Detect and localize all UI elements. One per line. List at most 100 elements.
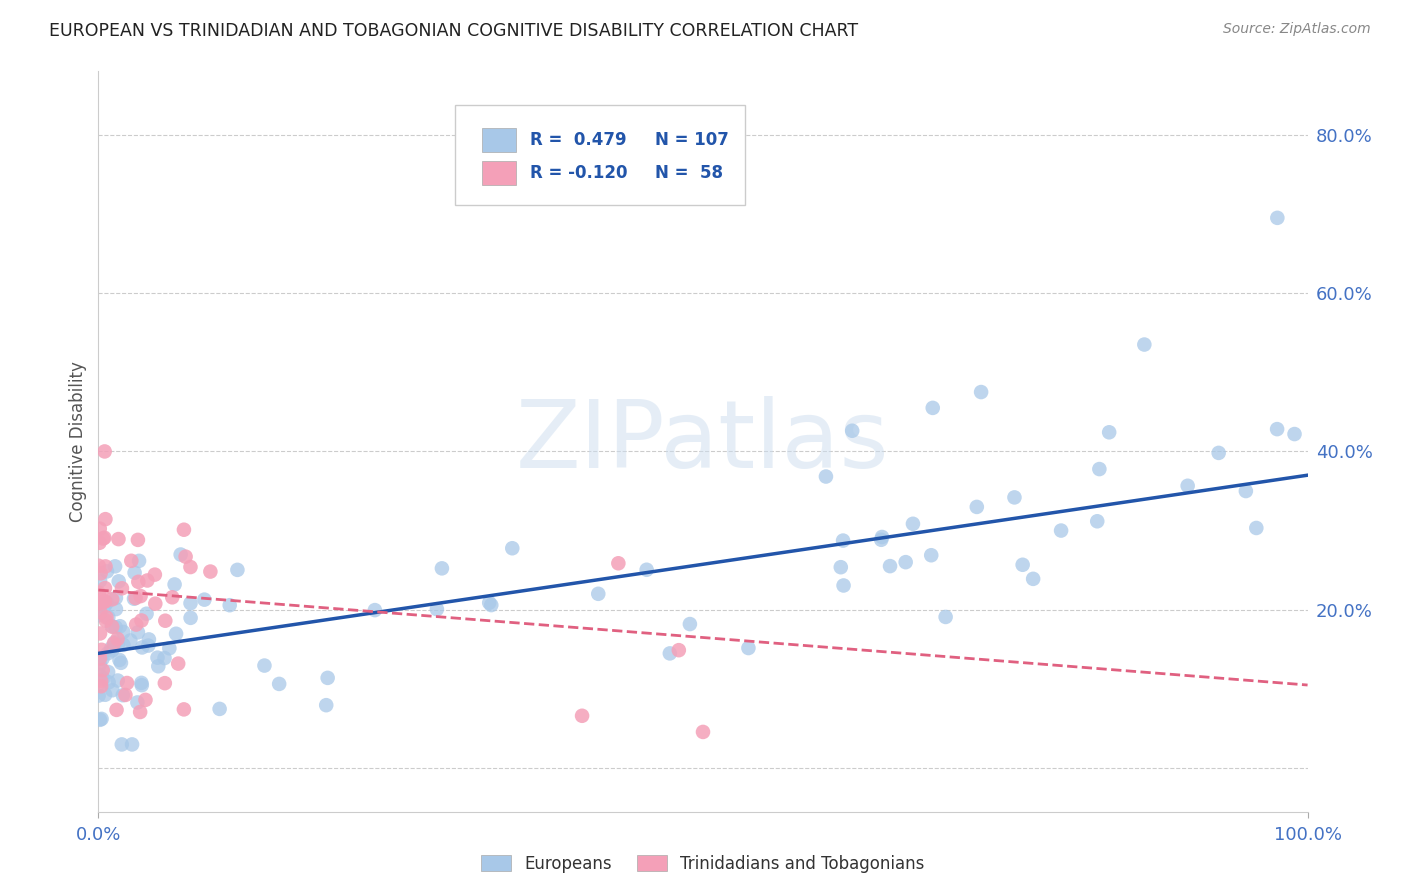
Point xyxy=(94,559,117,574)
Point xyxy=(111,582,134,596)
Point xyxy=(87,586,110,600)
Point xyxy=(89,574,111,588)
Point xyxy=(90,566,112,581)
Point xyxy=(100,619,122,633)
Point xyxy=(122,591,145,606)
Point xyxy=(93,600,115,615)
Point xyxy=(169,548,191,562)
Point xyxy=(935,610,957,624)
Point xyxy=(814,469,837,483)
Point xyxy=(112,638,135,652)
Point xyxy=(87,608,110,623)
Point xyxy=(193,592,215,607)
Point xyxy=(96,610,118,624)
Point xyxy=(179,560,201,574)
Point xyxy=(101,643,124,657)
Point xyxy=(107,574,129,589)
Point xyxy=(93,444,115,458)
Point xyxy=(90,679,112,693)
Point xyxy=(91,663,114,677)
Text: ZIPatlas: ZIPatlas xyxy=(516,395,890,488)
Point xyxy=(125,617,148,632)
Point xyxy=(179,596,201,610)
Point xyxy=(1088,462,1111,476)
Point xyxy=(841,424,863,438)
Point xyxy=(966,500,988,514)
Point xyxy=(112,624,135,639)
Point xyxy=(200,565,222,579)
Point xyxy=(91,672,114,686)
Point xyxy=(870,533,893,547)
Point xyxy=(101,620,124,634)
Point xyxy=(894,555,917,569)
Point xyxy=(127,533,149,547)
Point xyxy=(105,703,128,717)
Point xyxy=(107,638,129,652)
Point xyxy=(87,689,110,703)
Point xyxy=(679,617,702,632)
Point xyxy=(111,688,134,702)
Text: EUROPEAN VS TRINIDADIAN AND TOBAGONIAN COGNITIVE DISABILITY CORRELATION CHART: EUROPEAN VS TRINIDADIAN AND TOBAGONIAN C… xyxy=(49,22,858,40)
Point xyxy=(135,607,157,621)
Point xyxy=(430,561,453,575)
Point xyxy=(93,594,115,608)
Point xyxy=(90,642,112,657)
Point xyxy=(163,577,186,591)
Point xyxy=(1004,491,1026,505)
Point xyxy=(1284,427,1306,442)
Point xyxy=(93,595,115,609)
Point xyxy=(101,592,124,607)
Point xyxy=(124,566,146,580)
Point xyxy=(668,643,690,657)
Text: R =  0.479: R = 0.479 xyxy=(530,131,627,149)
Point xyxy=(94,581,117,595)
Point xyxy=(167,657,190,671)
Point xyxy=(136,639,159,653)
Point xyxy=(104,620,127,634)
Point xyxy=(253,658,276,673)
Point xyxy=(832,578,855,592)
Point xyxy=(101,683,124,698)
Point xyxy=(127,574,149,589)
Y-axis label: Cognitive Disability: Cognitive Disability xyxy=(69,361,87,522)
Point xyxy=(1265,422,1288,436)
Point xyxy=(208,702,231,716)
Point xyxy=(162,591,184,605)
Point xyxy=(636,563,658,577)
Point xyxy=(143,567,166,582)
Point xyxy=(90,674,112,689)
Point xyxy=(128,554,150,568)
Point xyxy=(131,614,153,628)
Point xyxy=(165,626,187,640)
Point xyxy=(89,626,111,640)
Point xyxy=(737,641,759,656)
Point xyxy=(157,641,180,656)
Text: R = -0.120: R = -0.120 xyxy=(530,164,627,182)
Legend: Europeans, Trinidadians and Tobagonians: Europeans, Trinidadians and Tobagonians xyxy=(474,848,932,880)
Point xyxy=(129,589,152,603)
FancyBboxPatch shape xyxy=(482,128,516,152)
Point xyxy=(134,693,156,707)
Point xyxy=(96,565,118,579)
Point xyxy=(111,738,134,752)
Point xyxy=(1246,521,1268,535)
FancyBboxPatch shape xyxy=(482,161,516,185)
Text: N =  58: N = 58 xyxy=(655,164,723,182)
Point xyxy=(1177,479,1199,493)
Point xyxy=(1022,572,1045,586)
Point xyxy=(110,656,132,670)
Point xyxy=(879,559,901,574)
Point xyxy=(148,659,170,673)
Point xyxy=(316,671,339,685)
Point xyxy=(120,554,142,568)
Point xyxy=(136,574,159,588)
Point xyxy=(97,665,120,679)
Point xyxy=(1050,524,1073,538)
Point xyxy=(89,605,111,619)
Point xyxy=(89,596,111,610)
Point xyxy=(120,633,142,648)
Point xyxy=(104,559,127,574)
Point xyxy=(1234,483,1257,498)
Point xyxy=(478,596,501,610)
Point xyxy=(315,698,337,713)
